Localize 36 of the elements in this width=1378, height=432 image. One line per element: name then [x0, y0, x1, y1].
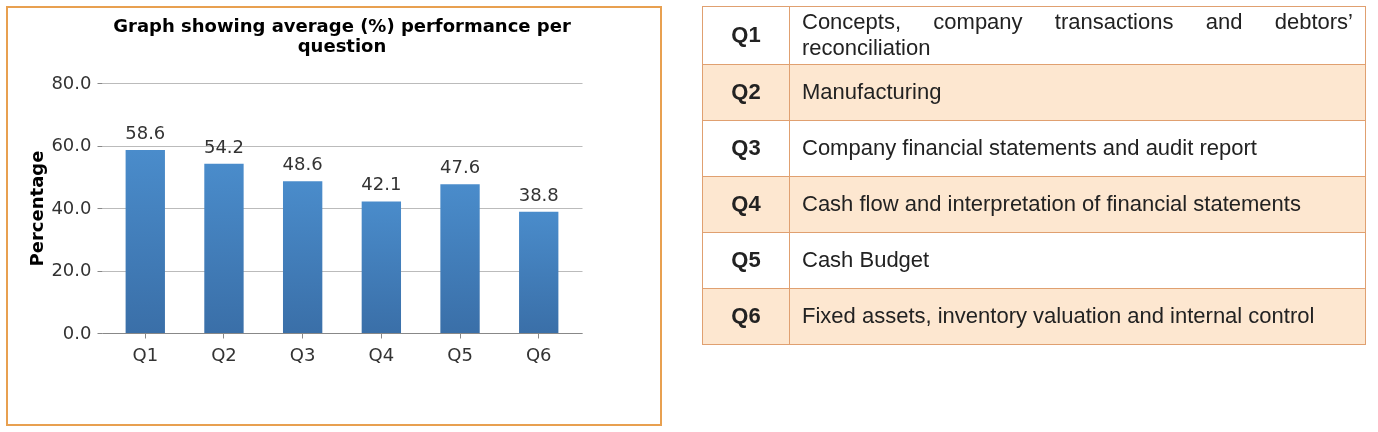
text: Concepts, company transactions and debtors’ reconciliation [789, 6, 1366, 65]
y-tick-label: 40.0 [51, 196, 92, 218]
text: Cash Budget [789, 232, 1366, 289]
text: Q1 [702, 6, 790, 65]
x-tick-label: Q6 [525, 343, 552, 365]
text: Q2 [702, 64, 790, 121]
text: Q3 [702, 120, 790, 177]
data-label: 54.2 [203, 135, 245, 157]
text: Q5 [702, 232, 790, 289]
x-tick-label: Q2 [211, 343, 237, 365]
text: Company financial statements and audit report [789, 120, 1366, 177]
text: Manufacturing [789, 64, 1366, 121]
y-axis-title: Percentage [26, 150, 48, 267]
x-tick-label: Q5 [447, 343, 473, 365]
x-tick-label: Q3 [289, 343, 316, 365]
text: Fixed assets, inventory valuation and internal control [789, 288, 1366, 345]
bar [204, 163, 244, 333]
bar [440, 184, 480, 333]
text: Q4 [702, 176, 790, 233]
data-label: 47.6 [439, 156, 481, 178]
y-tick-label: 60.0 [51, 134, 92, 155]
y-tick-label: 0.0 [62, 321, 92, 343]
data-label: 38.8 [518, 183, 559, 205]
y-tick-label: 80.0 [51, 71, 92, 93]
bar [361, 201, 402, 333]
y-tick-label: 20.0 [51, 259, 92, 280]
bar [519, 211, 559, 333]
text: Cash flow and interpretation of financial statements [789, 176, 1366, 233]
data-label: 42.1 [361, 173, 402, 195]
data-label: 48.6 [282, 153, 323, 175]
x-tick-label: Q1 [132, 343, 159, 365]
chart-title: Graph showing average (%) performance per question [113, 15, 571, 56]
bar [282, 181, 323, 333]
data-label: 58.6 [125, 121, 166, 143]
bar [125, 149, 165, 333]
x-tick-label: Q4 [368, 343, 395, 365]
